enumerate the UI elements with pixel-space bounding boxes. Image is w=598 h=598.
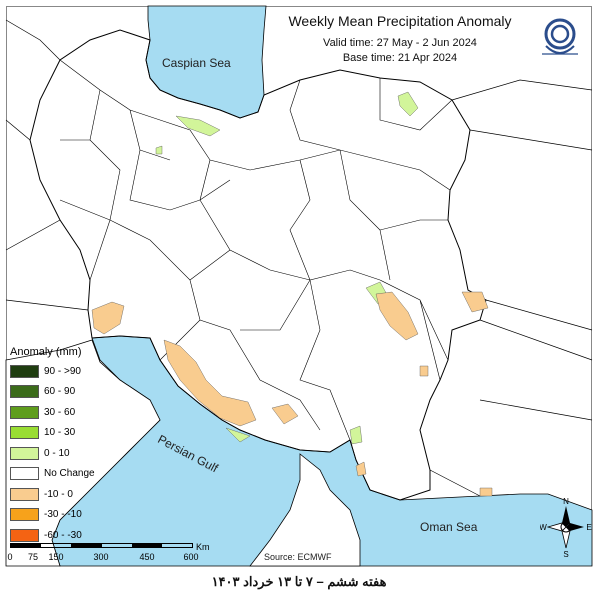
legend-row: -60 - -30 xyxy=(10,525,102,546)
legend-row: No Change xyxy=(10,464,102,485)
legend-title: Anomaly (mm) xyxy=(10,346,82,358)
legend-row: 60 - 90 xyxy=(10,382,102,403)
legend-row: 0 - 10 xyxy=(10,443,102,464)
footer-caption: هفته ششم – ۷ تا ۱۳ خرداد ۱۴۰۳ xyxy=(211,574,387,589)
organization-logo-icon xyxy=(542,18,578,55)
legend-swatch xyxy=(10,426,39,440)
legend-row: 90 - >90 xyxy=(10,361,102,382)
legend: Anomaly (mm) 90 - >90 60 - 90 30 - 60 10… xyxy=(10,346,102,546)
legend-swatch xyxy=(10,508,39,522)
legend-swatch xyxy=(10,487,39,501)
map-title: Weekly Mean Precipitation Anomaly xyxy=(288,13,512,29)
legend-label: 10 - 30 xyxy=(44,427,76,439)
legend-label: 0 - 10 xyxy=(44,447,70,459)
scale-label: 75 xyxy=(27,552,39,562)
scale-track xyxy=(10,543,193,548)
compass-n: N xyxy=(563,497,569,506)
legend-swatch xyxy=(10,385,39,399)
scale-label: 300 xyxy=(93,552,109,562)
legend-label: 30 - 60 xyxy=(44,406,76,418)
scale-label: 450 xyxy=(139,552,155,562)
arabian-land xyxy=(5,339,161,567)
north-arrow-icon: N S W E xyxy=(540,497,592,558)
legend-swatch xyxy=(10,528,39,542)
legend-swatch xyxy=(10,446,39,460)
base-time: Base time: 21 Apr 2024 xyxy=(342,52,458,64)
legend-label: -60 - -30 xyxy=(44,529,82,541)
legend-row: 10 - 30 xyxy=(10,423,102,444)
iran-map xyxy=(5,5,593,567)
scale-unit: Km xyxy=(196,542,210,552)
legend-label: No Change xyxy=(44,468,95,480)
compass-e: E xyxy=(586,523,591,532)
source-text: Source: ECMWF xyxy=(264,552,332,562)
oman-sea-label: Oman Sea xyxy=(420,520,478,534)
legend-row: -30 - -10 xyxy=(10,505,102,526)
scale-label: 600 xyxy=(183,552,199,562)
scale-label: 0 xyxy=(7,552,13,562)
legend-swatch xyxy=(10,405,39,419)
iran-outline xyxy=(29,29,487,501)
legend-label: -30 - -10 xyxy=(44,509,82,521)
scale-label: 150 xyxy=(48,552,64,562)
scale-bar: 0 75 150 300 450 600 Km xyxy=(7,542,209,563)
legend-label: -10 - 0 xyxy=(44,488,73,500)
compass-w: W xyxy=(540,523,547,532)
legend-label: 90 - >90 xyxy=(44,365,81,377)
compass-s: S xyxy=(563,550,568,558)
valid-time: Valid time: 27 May - 2 Jun 2024 xyxy=(323,37,477,49)
legend-label: 60 - 90 xyxy=(44,386,76,398)
musandam-land xyxy=(249,453,361,567)
legend-swatch xyxy=(10,467,39,481)
legend-row: 30 - 60 xyxy=(10,402,102,423)
legend-row: -10 - 0 xyxy=(10,484,102,505)
legend-swatch xyxy=(10,364,39,378)
caspian-sea-label: Caspian Sea xyxy=(162,56,231,70)
